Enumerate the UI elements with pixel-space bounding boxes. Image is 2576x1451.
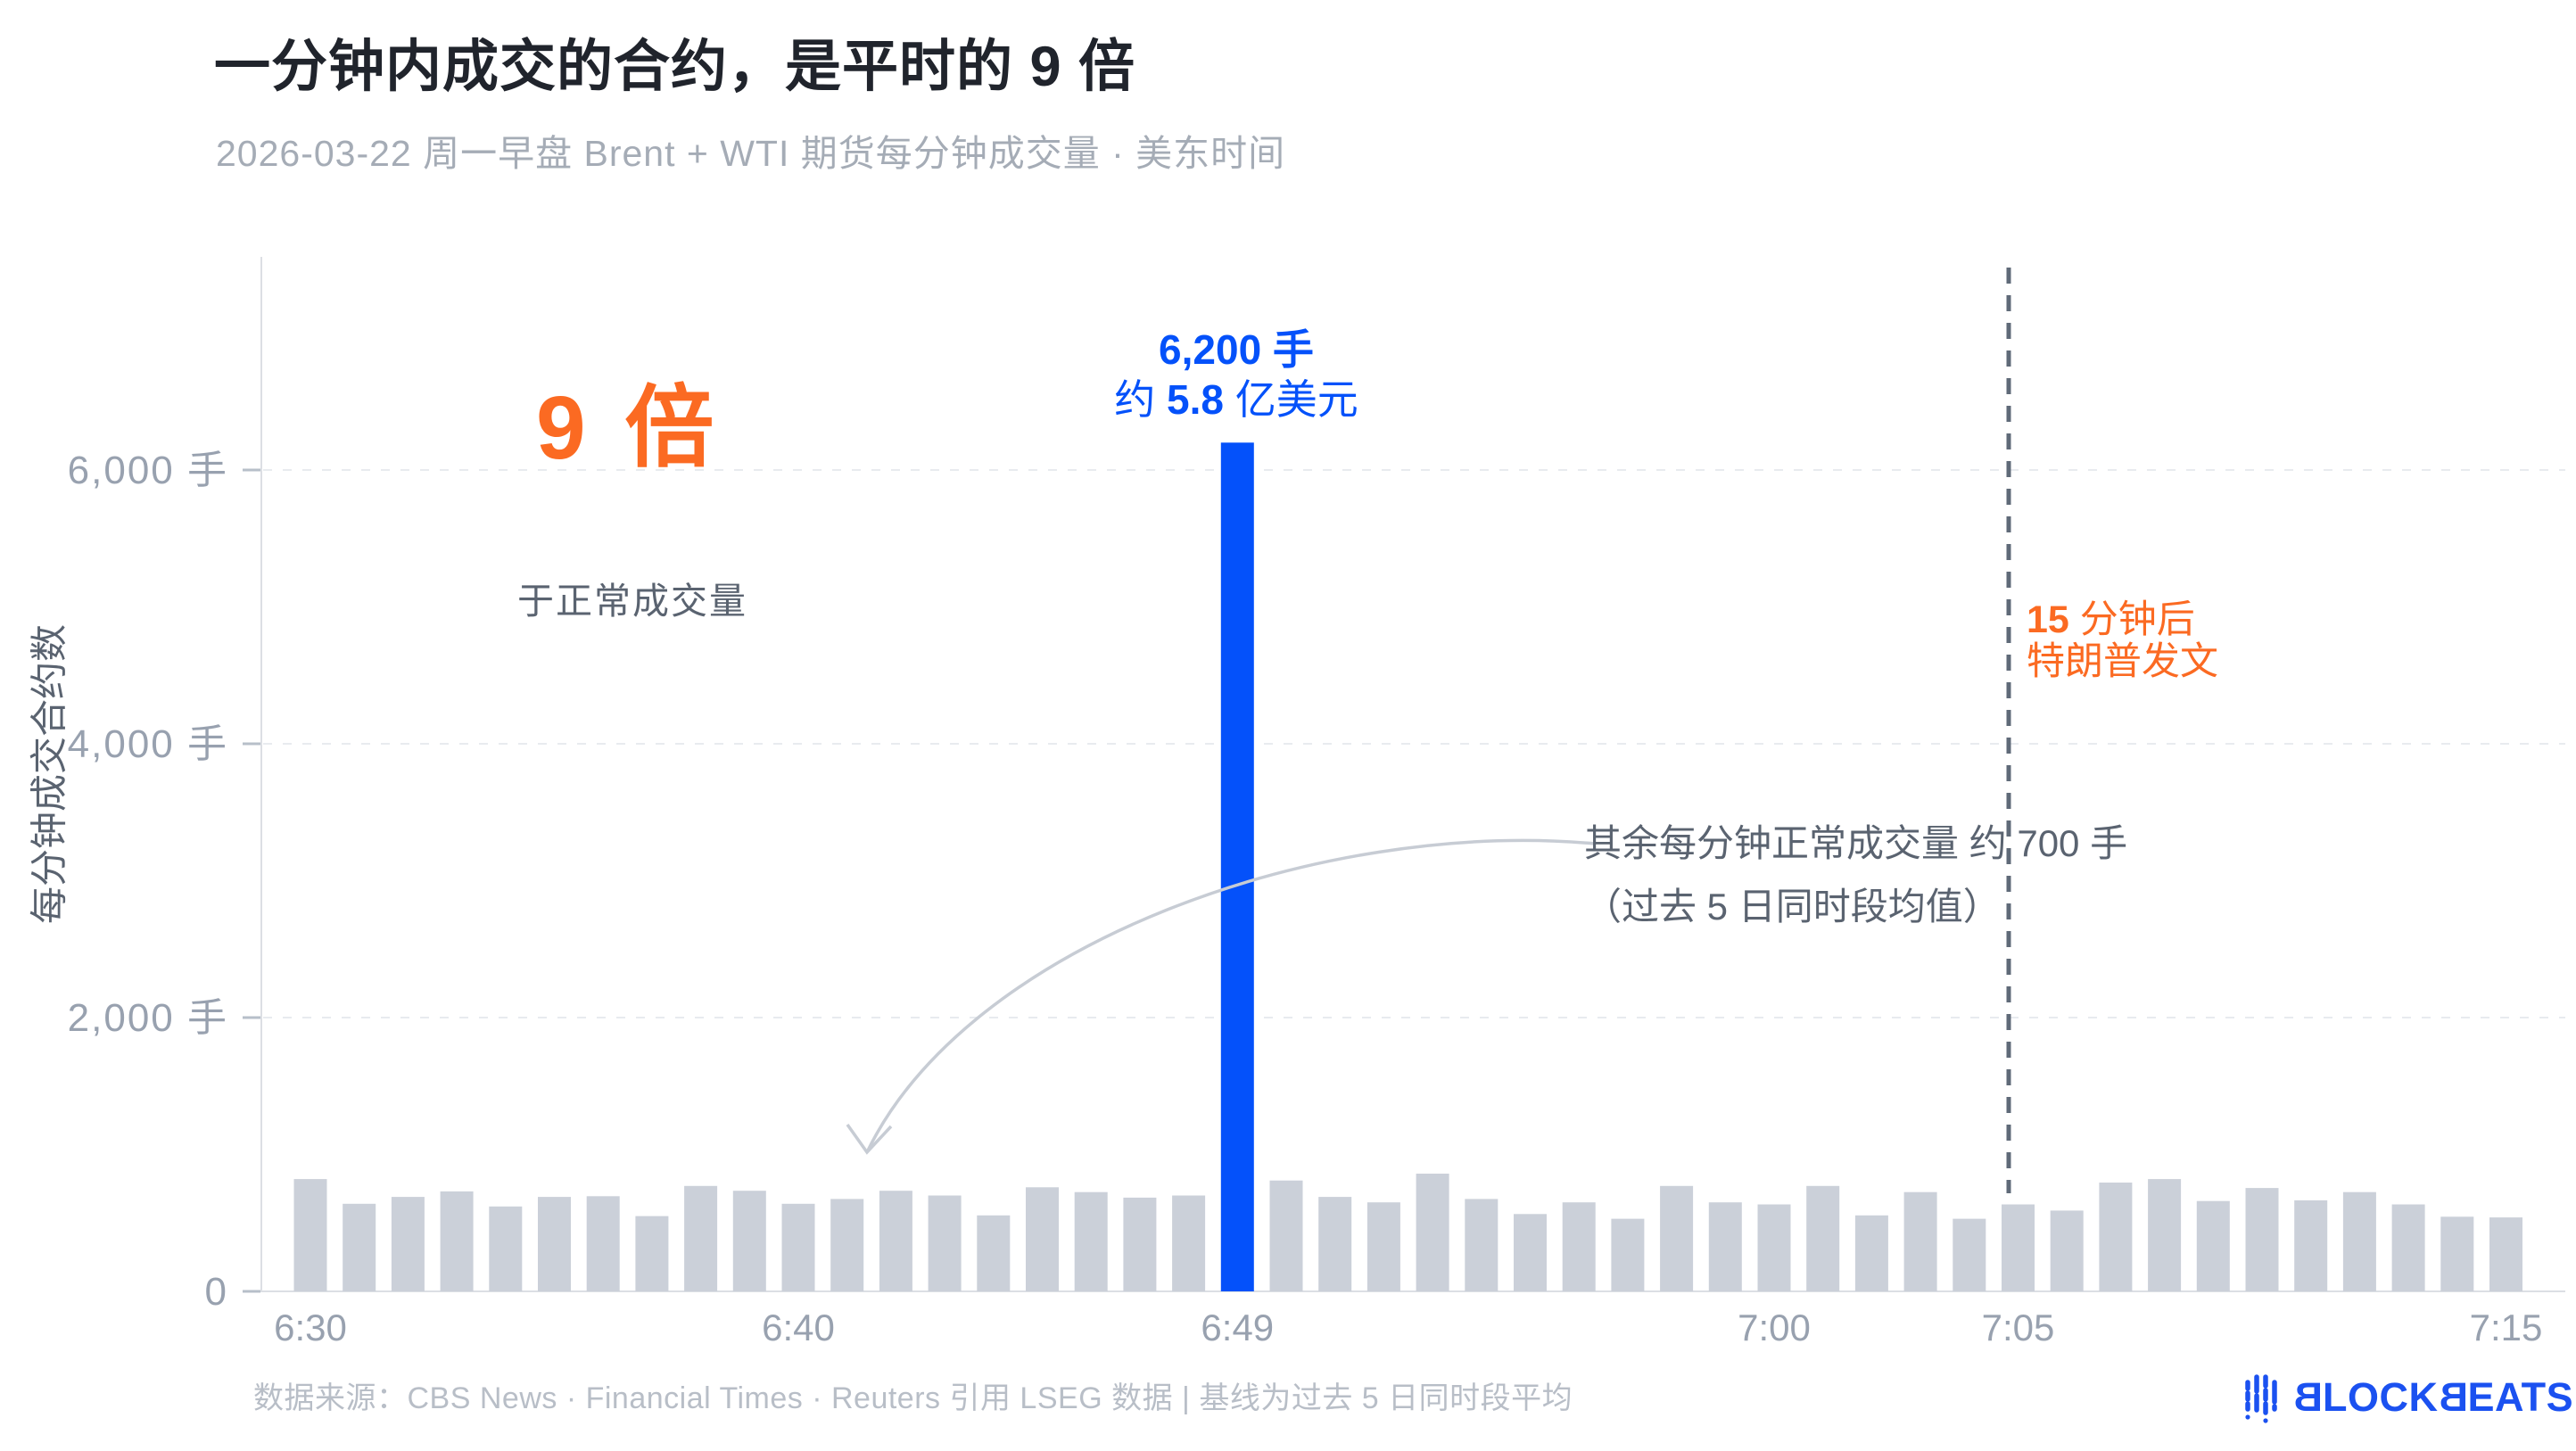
bar — [1903, 1191, 1937, 1291]
x-tick-label: 6:40 — [762, 1307, 835, 1348]
bar — [2002, 1204, 2035, 1291]
x-tick-label: 7:15 — [2470, 1307, 2543, 1348]
peak-usd-text: 约 5.8 亿美元 — [1114, 376, 1358, 423]
bar — [879, 1191, 912, 1291]
peak-annotation: 6,200 手 约 5.8 亿美元 — [1114, 325, 1358, 425]
y-axis-label: 每分钟成交合约数 — [28, 623, 70, 925]
bar — [732, 1191, 766, 1291]
blockbeats-wordmark: BLOCKBEATS — [2293, 1374, 2574, 1420]
bar — [440, 1191, 474, 1291]
bar — [928, 1195, 962, 1291]
arrow-head — [846, 1123, 893, 1155]
bar — [1416, 1174, 1449, 1291]
normal-volume-line1: 其余每分钟正常成交量 约 700 手 — [1584, 822, 2128, 864]
multiplier-annotation: 9 倍 — [536, 378, 722, 478]
bar — [2050, 1210, 2084, 1291]
bar — [1611, 1218, 1645, 1291]
bar — [1366, 1202, 1400, 1291]
chart-subtitle: 2026-03-22 周一早盘 Brent + WTI 期货每分钟成交量 · 美… — [216, 133, 1286, 174]
bar — [1465, 1199, 1499, 1291]
bar — [2342, 1191, 2376, 1291]
normal-volume-annotation: 其余每分钟正常成交量 约 700 手 （过去 5 日同时段均值） — [1584, 812, 2127, 938]
bar — [635, 1216, 669, 1291]
bar — [684, 1185, 718, 1291]
footer-source: 数据来源：CBS News · Financial Times · Reuter… — [253, 1381, 1573, 1415]
bar — [1514, 1214, 1547, 1291]
bar — [2391, 1204, 2425, 1291]
bar — [1318, 1197, 1352, 1291]
multiplier-subtext: 于正常成交量 — [517, 581, 747, 622]
bar — [2245, 1188, 2279, 1291]
bar — [1757, 1204, 1791, 1291]
y-tick-label: 6,000 手 — [68, 449, 228, 492]
bar — [343, 1203, 376, 1291]
bar — [2294, 1200, 2328, 1291]
y-tick-label: 0 — [205, 1270, 228, 1314]
bar — [1806, 1185, 1840, 1291]
peak-value-text: 6,200 手 — [1159, 326, 1314, 373]
highlight-bar — [1220, 442, 1254, 1291]
event-line1: 15 分钟后 — [2027, 598, 2195, 641]
bar — [830, 1199, 864, 1291]
x-tick-label: 7:00 — [1738, 1307, 1811, 1348]
blockbeats-icon — [2245, 1374, 2277, 1423]
bar — [781, 1203, 815, 1291]
x-tick-label: 7:05 — [1982, 1307, 2055, 1348]
bar — [586, 1196, 620, 1291]
x-tick-label: 6:49 — [1201, 1307, 1274, 1348]
bar — [489, 1206, 523, 1291]
bar — [2196, 1200, 2230, 1291]
y-tick-label: 2,000 手 — [68, 996, 228, 1040]
bar — [1854, 1215, 1888, 1291]
bar — [977, 1215, 1011, 1291]
event-annotation: 15 分钟后 特朗普发文 — [2027, 599, 2218, 683]
bar — [2099, 1183, 2133, 1291]
normal-volume-line2: （过去 5 日同时段均值） — [1584, 886, 2001, 927]
y-tick-label: 4,000 手 — [68, 722, 228, 766]
bar — [1172, 1195, 1206, 1291]
bar — [2148, 1179, 2182, 1291]
bar — [1123, 1197, 1157, 1291]
bar — [1562, 1202, 1596, 1291]
blockbeats-logo: BLOCKBEATS — [2243, 1370, 2573, 1425]
event-line2: 特朗普发文 — [2027, 640, 2218, 683]
arrow-curve — [865, 838, 1596, 1153]
bar — [1269, 1180, 1303, 1291]
chart-title: 一分钟内成交的合约，是平时的 9 倍 — [214, 36, 1136, 98]
bar — [1708, 1202, 1742, 1291]
bar — [2489, 1217, 2522, 1291]
x-tick-label: 6:30 — [274, 1307, 347, 1348]
bar — [2440, 1216, 2474, 1291]
bar — [1953, 1218, 1986, 1291]
bar — [391, 1197, 425, 1291]
bar — [1660, 1185, 1694, 1291]
bar — [538, 1197, 571, 1291]
bar — [1026, 1187, 1059, 1291]
bar — [293, 1179, 327, 1291]
bar — [1074, 1191, 1108, 1291]
